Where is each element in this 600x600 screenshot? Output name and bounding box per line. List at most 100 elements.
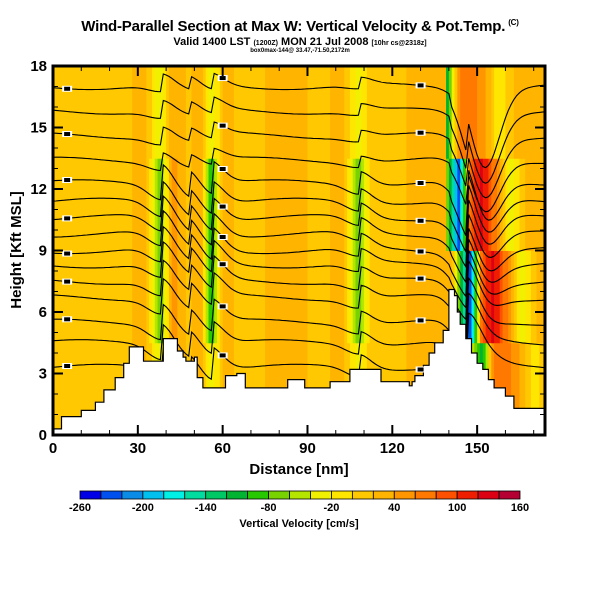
- field-cell: [463, 158, 467, 251]
- field-cell: [146, 66, 150, 159]
- field-cell: [513, 66, 518, 159]
- field-cell: [157, 158, 162, 251]
- field-cell: [369, 66, 374, 159]
- copyright-mark: (C): [508, 18, 519, 27]
- valid-time: Valid 1400 LST: [173, 36, 251, 48]
- field-cell: [355, 250, 359, 344]
- field-cell: [245, 250, 249, 344]
- field-cell: [372, 66, 376, 159]
- field-cell: [448, 158, 453, 251]
- contour-label: [219, 204, 226, 209]
- field-cell: [516, 250, 521, 344]
- field-cell: [267, 158, 272, 251]
- field-cell: [233, 250, 238, 344]
- field-cell: [460, 66, 464, 159]
- field-cell: [463, 66, 467, 159]
- field-cell: [406, 66, 410, 159]
- field-cell: [103, 158, 108, 251]
- field-cell: [163, 158, 167, 251]
- field-cell: [420, 66, 425, 159]
- field-cell: [53, 66, 57, 159]
- field-cell: [61, 250, 65, 344]
- field-cell: [123, 158, 128, 251]
- field-cell: [55, 158, 60, 251]
- field-cell: [502, 158, 507, 251]
- field-cell: [315, 66, 320, 159]
- field-cell: [530, 342, 535, 435]
- field-cell: [508, 66, 512, 159]
- colorbar-swatch: [331, 490, 353, 500]
- field-cell: [239, 66, 244, 159]
- field-cell: [392, 250, 396, 344]
- colorbar-tick-label: -140: [195, 502, 217, 514]
- field-cell: [149, 66, 153, 159]
- field-cell: [95, 250, 99, 344]
- field-cell: [482, 250, 487, 344]
- field-cell: [519, 250, 523, 344]
- field-cell: [488, 158, 492, 251]
- field-cell: [253, 250, 258, 344]
- contour-line: [53, 239, 545, 310]
- contour-label: [64, 279, 71, 284]
- field-cell: [383, 250, 388, 344]
- field-cell: [386, 158, 391, 251]
- field-cell: [149, 158, 153, 251]
- field-cell: [191, 158, 195, 251]
- field-cell: [250, 66, 255, 159]
- field-cell: [55, 250, 60, 344]
- colorbar-swatch: [121, 490, 144, 500]
- field-cell: [205, 66, 210, 159]
- y-axis: 0 3 6 9 12 15 18: [30, 58, 545, 444]
- field-cell: [349, 158, 354, 251]
- field-cell: [310, 158, 314, 251]
- field-cell: [233, 158, 238, 251]
- field-cell: [157, 250, 162, 344]
- field-cell: [366, 66, 371, 159]
- y-tick-label: 9: [39, 243, 47, 260]
- field-cell: [53, 158, 57, 251]
- field-cell: [103, 250, 108, 344]
- field-cell: [259, 250, 263, 344]
- colorbar-swatch: [163, 490, 186, 500]
- field-cell: [174, 66, 179, 159]
- field-cell: [228, 66, 232, 159]
- field-cell: [95, 66, 99, 159]
- contour-label: [417, 318, 424, 323]
- field-cell: [496, 250, 501, 344]
- contour-label: [64, 216, 71, 221]
- field-cell: [129, 66, 133, 159]
- colorbar-swatch: [498, 490, 521, 500]
- field-cell: [349, 250, 354, 344]
- field-cell: [109, 158, 113, 251]
- field-cell: [307, 66, 311, 159]
- colorbar-swatch: [100, 490, 123, 500]
- field-cell: [157, 66, 162, 159]
- field-cell: [290, 250, 294, 344]
- field-cell: [78, 342, 82, 435]
- field-cell: [282, 66, 286, 159]
- field-cell: [519, 158, 523, 251]
- field-cell: [84, 250, 88, 344]
- contour-label: [417, 249, 424, 254]
- field-cell: [414, 250, 419, 344]
- field-cell: [112, 250, 116, 344]
- field-cell: [101, 342, 105, 435]
- field-cell: [160, 66, 164, 159]
- field-cell: [214, 66, 218, 159]
- field-cell: [372, 250, 376, 344]
- colorbar-tick-label: 100: [448, 502, 466, 514]
- contour-label: [417, 83, 424, 88]
- field-cell: [67, 250, 71, 344]
- field-cell: [499, 250, 504, 344]
- field-cell: [412, 250, 416, 344]
- field-cell: [140, 250, 145, 344]
- contour-label: [417, 218, 424, 223]
- field-cell: [443, 66, 447, 159]
- field-cell: [163, 66, 167, 159]
- field-cell: [239, 250, 244, 344]
- field-cell: [64, 342, 68, 435]
- field-cell: [242, 158, 246, 251]
- field-cell: [479, 158, 484, 251]
- field-cell: [423, 66, 427, 159]
- field-cell: [287, 158, 292, 251]
